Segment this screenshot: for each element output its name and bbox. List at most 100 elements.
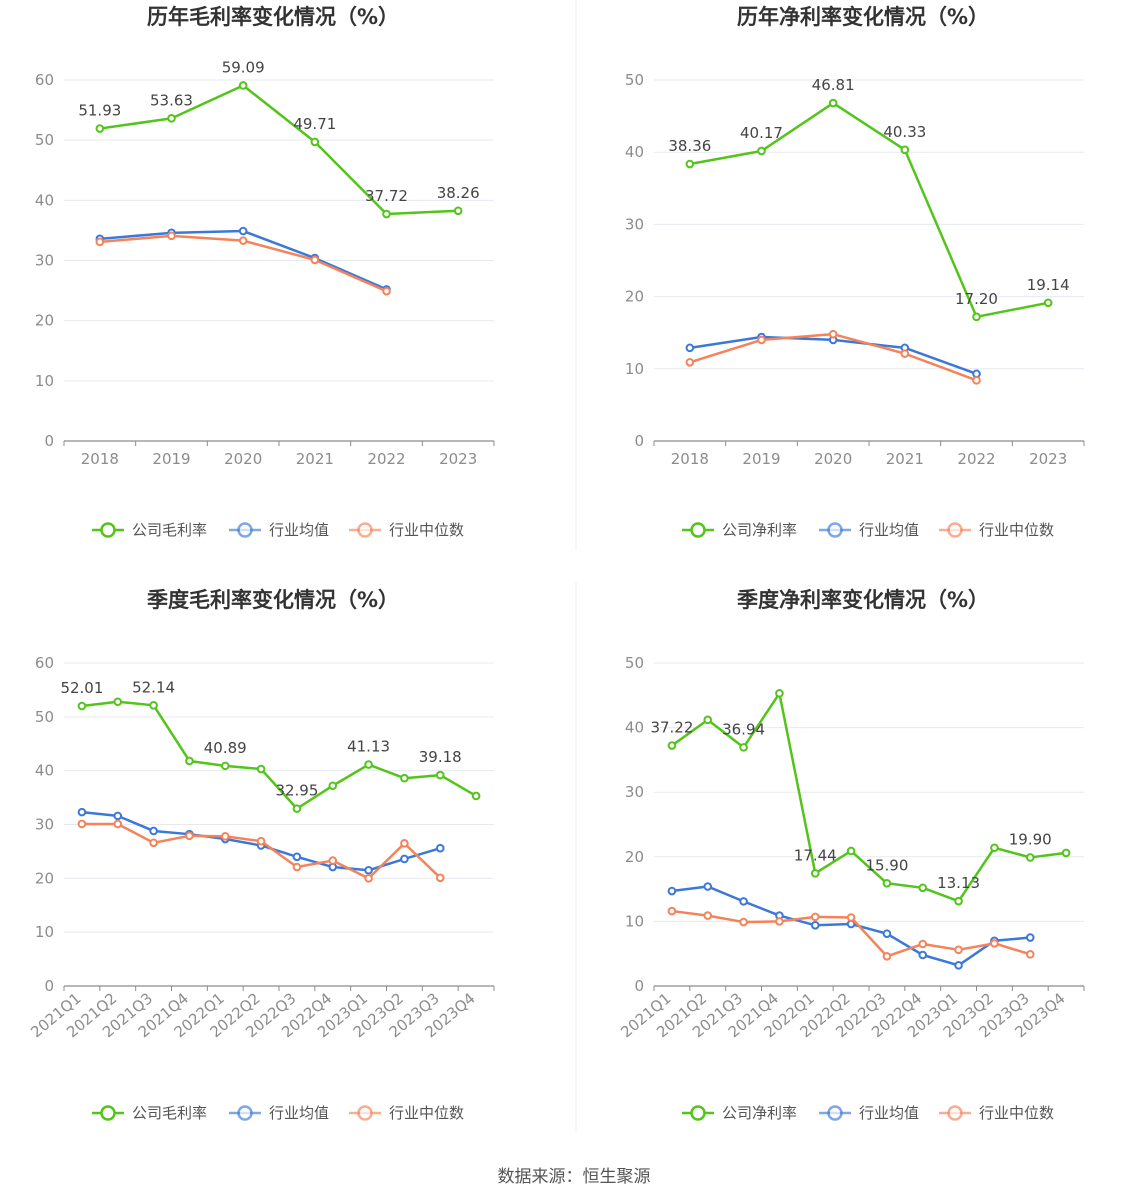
data-point-median[interactable] <box>1025 950 1035 959</box>
data-point-company[interactable] <box>828 98 838 108</box>
data-point-avg[interactable] <box>113 811 123 821</box>
data-point-median[interactable] <box>757 335 766 345</box>
data-point-median[interactable] <box>685 358 695 367</box>
legend-circle-icon <box>357 522 373 538</box>
data-point-company[interactable] <box>220 761 230 771</box>
data-point-avg[interactable] <box>954 961 963 970</box>
data-point-company[interactable] <box>757 146 766 156</box>
data-point-avg[interactable] <box>238 226 248 236</box>
data-point-company[interactable] <box>167 114 176 123</box>
data-point-avg[interactable] <box>667 886 677 896</box>
data-point-median[interactable] <box>220 832 230 841</box>
data-point-company[interactable] <box>435 770 445 780</box>
data-point-avg[interactable] <box>435 843 445 853</box>
data-point-company[interactable] <box>810 869 820 878</box>
data-point-company[interactable] <box>667 741 677 750</box>
data-point-median[interactable] <box>918 939 928 949</box>
data-point-avg[interactable] <box>1025 933 1035 942</box>
data-point-avg[interactable] <box>149 826 158 836</box>
data-point-median[interactable] <box>292 862 302 872</box>
legend-item-median[interactable]: 行业中位数 <box>939 521 1054 539</box>
data-point-median[interactable] <box>828 329 838 339</box>
legend-item-median[interactable]: 行业中位数 <box>939 1104 1054 1122</box>
data-point-median[interactable] <box>238 236 248 245</box>
data-point-median[interactable] <box>990 939 999 948</box>
data-point-company[interactable] <box>954 896 963 906</box>
data-point-company[interactable] <box>685 159 695 169</box>
data-point-median[interactable] <box>328 856 338 865</box>
data-point-median[interactable] <box>775 917 784 926</box>
data-point-company[interactable] <box>292 804 302 813</box>
data-point-avg[interactable] <box>400 854 409 864</box>
data-point-median[interactable] <box>310 255 320 265</box>
data-point-avg[interactable] <box>918 950 928 960</box>
data-point-median[interactable] <box>954 945 963 955</box>
legend-item-company[interactable]: 公司净利率 <box>682 1104 797 1122</box>
data-point-median[interactable] <box>882 951 892 961</box>
data-point-avg[interactable] <box>703 882 713 891</box>
data-point-median[interactable] <box>667 906 677 916</box>
data-point-company[interactable] <box>185 756 194 766</box>
data-point-median[interactable] <box>364 874 373 883</box>
data-point-company[interactable] <box>453 206 463 216</box>
data-point-median[interactable] <box>256 836 266 846</box>
legend-item-avg[interactable]: 行业均值 <box>819 1104 919 1122</box>
data-point-company[interactable] <box>364 760 373 769</box>
data-point-company[interactable] <box>846 846 856 856</box>
data-point-company[interactable] <box>400 773 409 783</box>
data-point-avg[interactable] <box>882 929 892 938</box>
data-point-company[interactable] <box>882 878 892 888</box>
data-point-company[interactable] <box>382 209 391 219</box>
x-tick-label: 2021 <box>886 450 924 468</box>
data-point-avg[interactable] <box>364 865 373 875</box>
data-point-median[interactable] <box>972 376 981 385</box>
data-point-median[interactable] <box>185 831 194 841</box>
data-point-company[interactable] <box>990 843 999 853</box>
data-point-avg[interactable] <box>810 920 820 930</box>
data-point-median[interactable] <box>382 286 391 296</box>
data-point-company[interactable] <box>972 312 981 322</box>
data-point-median[interactable] <box>739 917 748 927</box>
legend-item-avg[interactable]: 行业均值 <box>819 521 919 539</box>
data-point-median[interactable] <box>77 819 87 829</box>
data-point-median[interactable] <box>810 912 820 922</box>
data-point-median[interactable] <box>167 231 176 241</box>
legend-item-avg[interactable]: 行业均值 <box>229 1104 329 1122</box>
data-point-company[interactable] <box>1043 298 1053 308</box>
legend-item-company[interactable]: 公司毛利率 <box>92 521 207 539</box>
data-point-avg[interactable] <box>292 852 302 862</box>
data-point-median[interactable] <box>435 873 445 883</box>
data-point-company[interactable] <box>1061 848 1071 858</box>
data-point-company[interactable] <box>238 81 248 90</box>
legend-item-company[interactable]: 公司净利率 <box>682 521 797 539</box>
data-point-company[interactable] <box>149 701 158 710</box>
data-point-median[interactable] <box>95 237 105 247</box>
data-point-median[interactable] <box>400 839 409 848</box>
data-point-company[interactable] <box>775 689 784 698</box>
legend-item-median[interactable]: 行业中位数 <box>349 1104 464 1122</box>
data-point-avg[interactable] <box>685 343 695 353</box>
data-point-avg[interactable] <box>77 807 87 817</box>
data-point-company[interactable] <box>1025 853 1035 862</box>
legend-item-avg[interactable]: 行业均值 <box>229 521 329 539</box>
data-point-company[interactable] <box>328 781 338 791</box>
data-point-company[interactable] <box>77 701 87 711</box>
legend-item-median[interactable]: 行业中位数 <box>349 521 464 539</box>
data-point-median[interactable] <box>900 349 910 358</box>
data-point-company[interactable] <box>900 145 910 155</box>
data-point-company[interactable] <box>471 791 481 801</box>
data-point-median[interactable] <box>846 913 856 922</box>
data-point-avg[interactable] <box>739 897 748 906</box>
data-point-company[interactable] <box>95 124 105 133</box>
data-point-company[interactable] <box>256 764 266 774</box>
data-point-company[interactable] <box>310 137 320 147</box>
data-point-company[interactable] <box>113 697 123 707</box>
data-point-median[interactable] <box>703 911 713 920</box>
data-point-median[interactable] <box>149 838 158 848</box>
data-point-company[interactable] <box>703 715 713 725</box>
data-point-company[interactable] <box>739 743 748 752</box>
data-point-company[interactable] <box>918 883 928 893</box>
data-point-median[interactable] <box>113 819 123 829</box>
legend-item-company[interactable]: 公司毛利率 <box>92 1104 207 1122</box>
